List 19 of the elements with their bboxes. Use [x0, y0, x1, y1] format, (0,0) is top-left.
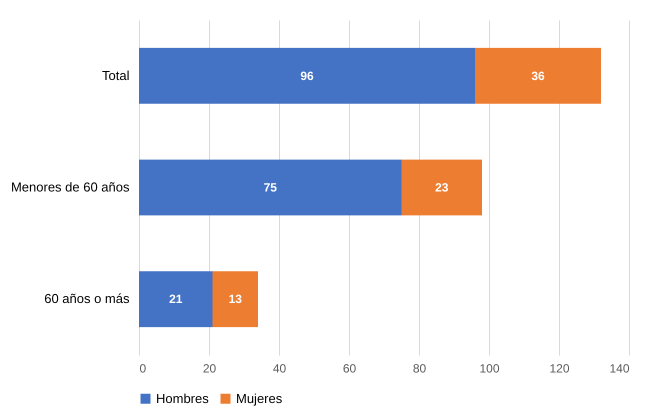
data-label: 23 [435, 180, 449, 194]
x-tick-label: 0 [140, 362, 146, 376]
y-tick-label: 60 años o más [44, 291, 130, 306]
data-label: 75 [264, 180, 278, 194]
legend-label: Mujeres [236, 390, 283, 406]
data-label: 21 [169, 292, 183, 306]
x-tick-label: 100 [479, 362, 500, 376]
legend-label: Hombres [156, 390, 210, 406]
x-tick-label: 40 [272, 362, 286, 376]
data-label: 36 [531, 68, 545, 83]
x-tick-label: 140 [609, 362, 630, 376]
y-tick-label: Total [102, 68, 130, 83]
x-tick-label: 20 [202, 362, 216, 376]
data-label: 13 [228, 292, 242, 306]
x-tick-label: 120 [549, 362, 570, 376]
x-tick-label: 60 [342, 362, 356, 376]
y-tick-label: Menores de 60 años [10, 180, 130, 194]
x-tick-label: 80 [412, 362, 426, 376]
data-label: 96 [300, 68, 314, 83]
